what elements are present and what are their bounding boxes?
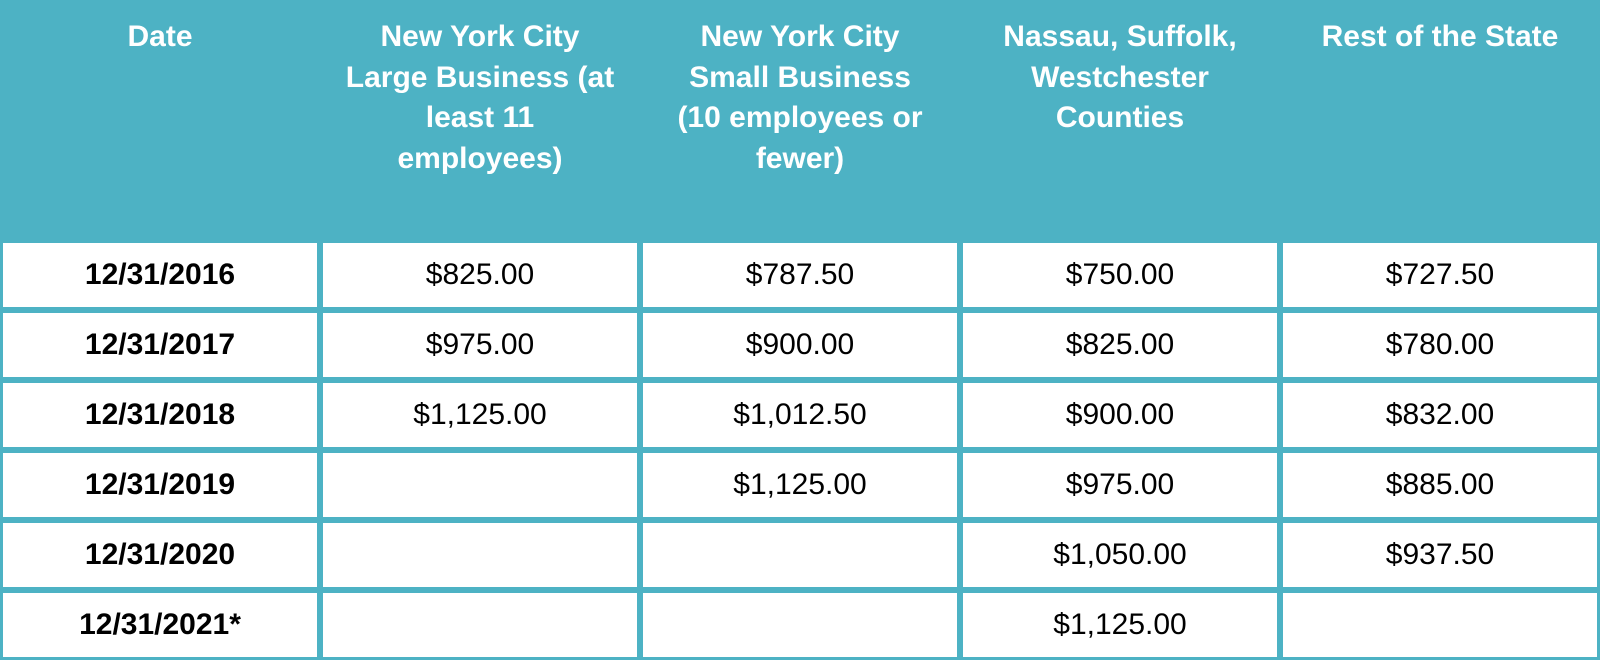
- cell-value: $787.50: [640, 240, 960, 310]
- cell-value: [640, 590, 960, 660]
- cell-value: [320, 520, 640, 590]
- table-row: 12/31/2016 $825.00 $787.50 $750.00 $727.…: [0, 240, 1600, 310]
- cell-value: $1,012.50: [640, 380, 960, 450]
- cell-value: $1,125.00: [320, 380, 640, 450]
- cell-value: [320, 590, 640, 660]
- cell-value: $937.50: [1280, 520, 1600, 590]
- col-header-date: Date: [0, 0, 320, 240]
- cell-date: 12/31/2019: [0, 450, 320, 520]
- cell-value: [1280, 590, 1600, 660]
- header-row: Date New York City Large Business (at le…: [0, 0, 1600, 240]
- table-row: 12/31/2019 $1,125.00 $975.00 $885.00: [0, 450, 1600, 520]
- cell-value: $885.00: [1280, 450, 1600, 520]
- cell-value: $975.00: [960, 450, 1280, 520]
- cell-value: $832.00: [1280, 380, 1600, 450]
- cell-value: $780.00: [1280, 310, 1600, 380]
- cell-date: 12/31/2017: [0, 310, 320, 380]
- cell-value: $1,125.00: [960, 590, 1280, 660]
- table-row: 12/31/2021* $1,125.00: [0, 590, 1600, 660]
- col-header-nyc-large: New York City Large Business (at least 1…: [320, 0, 640, 240]
- cell-value: $975.00: [320, 310, 640, 380]
- cell-value: $1,125.00: [640, 450, 960, 520]
- wage-table: Date New York City Large Business (at le…: [0, 0, 1600, 660]
- table-row: 12/31/2020 $1,050.00 $937.50: [0, 520, 1600, 590]
- col-header-nyc-small: New York City Small Business (10 employe…: [640, 0, 960, 240]
- cell-value: $900.00: [960, 380, 1280, 450]
- cell-value: $825.00: [960, 310, 1280, 380]
- cell-value: $900.00: [640, 310, 960, 380]
- cell-value: $825.00: [320, 240, 640, 310]
- table-row: 12/31/2017 $975.00 $900.00 $825.00 $780.…: [0, 310, 1600, 380]
- cell-value: [640, 520, 960, 590]
- cell-value: $750.00: [960, 240, 1280, 310]
- table-head: Date New York City Large Business (at le…: [0, 0, 1600, 240]
- cell-date: 12/31/2021*: [0, 590, 320, 660]
- cell-date: 12/31/2016: [0, 240, 320, 310]
- cell-date: 12/31/2020: [0, 520, 320, 590]
- cell-value: [320, 450, 640, 520]
- table-container: Date New York City Large Business (at le…: [0, 0, 1600, 660]
- col-header-counties: Nassau, Suffolk, Westchester Counties: [960, 0, 1280, 240]
- table-row: 12/31/2018 $1,125.00 $1,012.50 $900.00 $…: [0, 380, 1600, 450]
- cell-value: $727.50: [1280, 240, 1600, 310]
- cell-value: $1,050.00: [960, 520, 1280, 590]
- table-body: 12/31/2016 $825.00 $787.50 $750.00 $727.…: [0, 240, 1600, 660]
- cell-date: 12/31/2018: [0, 380, 320, 450]
- col-header-rest: Rest of the State: [1280, 0, 1600, 240]
